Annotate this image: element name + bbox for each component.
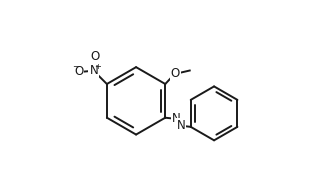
Text: N: N [177,119,185,132]
Text: O: O [74,65,83,78]
Text: +: + [94,61,101,71]
Text: N: N [172,112,180,125]
Text: O: O [171,67,180,80]
Text: O: O [91,50,100,63]
Text: −: − [72,62,79,71]
Text: N: N [90,64,98,77]
